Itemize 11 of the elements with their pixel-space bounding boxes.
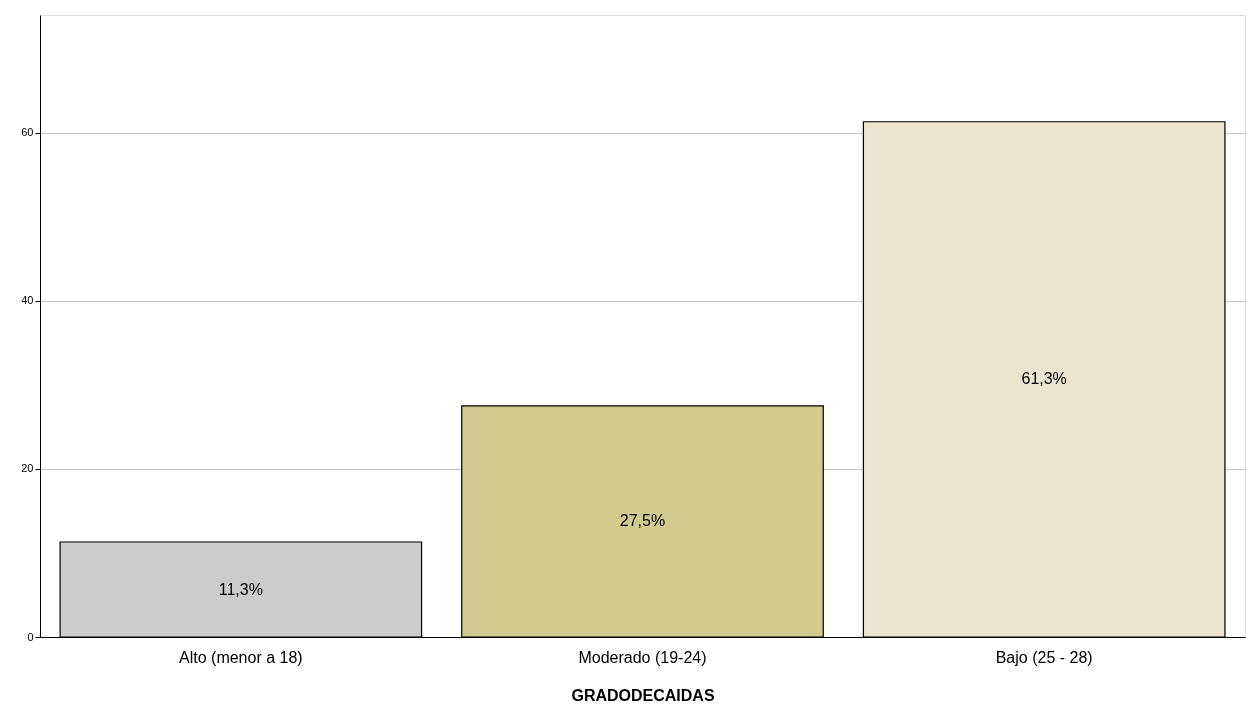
data-label: 11,3% [218, 580, 263, 598]
x-tick-label: Moderado (19-24) [578, 648, 707, 666]
y-tick-label: 60 [21, 126, 34, 139]
y-tick-label: 20 [21, 462, 34, 475]
y-tick-label: 40 [21, 294, 34, 307]
x-tick-label: Alto (menor a 18) [179, 648, 303, 666]
y-tick-label: 0 [27, 630, 34, 643]
x-tick-label: Bajo (25 - 28) [995, 648, 1093, 666]
data-label: 61,3% [1021, 370, 1067, 388]
x-axis-title: GRADODECAIDAS [571, 686, 715, 704]
data-label: 27,5% [619, 512, 666, 530]
